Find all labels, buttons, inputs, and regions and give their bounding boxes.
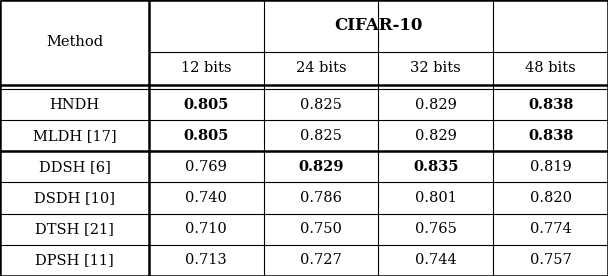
Text: 0.786: 0.786 xyxy=(300,191,342,205)
Text: 0.774: 0.774 xyxy=(530,222,572,236)
Text: 32 bits: 32 bits xyxy=(410,62,461,76)
Text: 0.727: 0.727 xyxy=(300,253,342,267)
Text: 0.769: 0.769 xyxy=(185,160,227,174)
Text: 0.805: 0.805 xyxy=(184,98,229,112)
Text: 0.740: 0.740 xyxy=(185,191,227,205)
Text: 0.710: 0.710 xyxy=(185,222,227,236)
Text: 0.825: 0.825 xyxy=(300,129,342,143)
Text: 0.765: 0.765 xyxy=(415,222,457,236)
Text: 48 bits: 48 bits xyxy=(525,62,576,76)
Text: DPSH [11]: DPSH [11] xyxy=(35,253,114,267)
Text: 0.805: 0.805 xyxy=(184,129,229,143)
Text: 0.829: 0.829 xyxy=(299,160,344,174)
Text: 0.838: 0.838 xyxy=(528,129,573,143)
Text: 0.757: 0.757 xyxy=(530,253,572,267)
Text: 0.744: 0.744 xyxy=(415,253,457,267)
Text: 0.835: 0.835 xyxy=(413,160,458,174)
Text: 0.829: 0.829 xyxy=(415,129,457,143)
Text: 0.819: 0.819 xyxy=(530,160,572,174)
Text: 0.820: 0.820 xyxy=(530,191,572,205)
Text: DSDH [10]: DSDH [10] xyxy=(34,191,115,205)
Text: CIFAR-10: CIFAR-10 xyxy=(334,17,423,34)
Text: 0.713: 0.713 xyxy=(185,253,227,267)
Text: HNDH: HNDH xyxy=(49,98,100,112)
Text: 24 bits: 24 bits xyxy=(295,62,347,76)
Text: DTSH [21]: DTSH [21] xyxy=(35,222,114,236)
Text: 0.825: 0.825 xyxy=(300,98,342,112)
Text: MLDH [17]: MLDH [17] xyxy=(33,129,116,143)
Text: Method: Method xyxy=(46,36,103,49)
Text: 0.838: 0.838 xyxy=(528,98,573,112)
Text: DDSH [6]: DDSH [6] xyxy=(38,160,111,174)
Text: 0.750: 0.750 xyxy=(300,222,342,236)
Text: 0.829: 0.829 xyxy=(415,98,457,112)
Text: 12 bits: 12 bits xyxy=(181,62,232,76)
Text: 0.801: 0.801 xyxy=(415,191,457,205)
